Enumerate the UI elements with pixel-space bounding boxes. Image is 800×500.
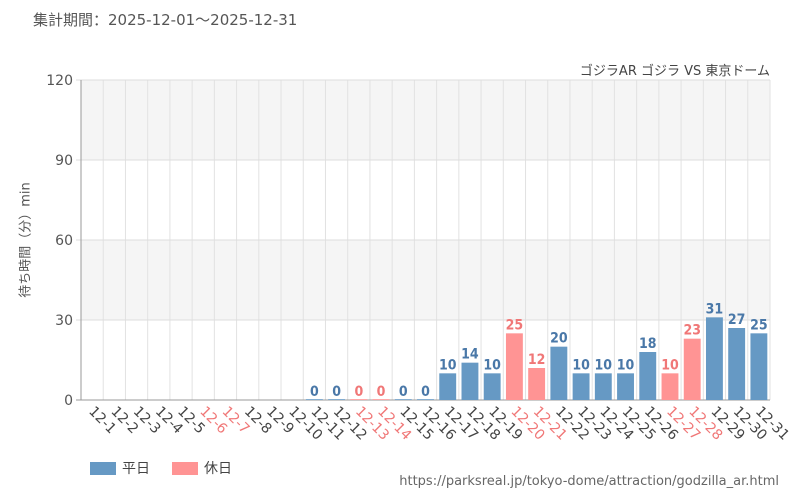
grid-band [81,80,770,160]
legend-swatch-weekday [90,461,116,475]
bar [617,373,634,400]
bar-value-label: 23 [683,323,701,339]
bar-value-label: 0 [310,384,319,400]
bar [305,399,323,400]
legend-swatch-holiday [172,461,198,475]
bar [483,373,501,400]
bar-value-label: 0 [377,384,386,400]
bar [750,333,768,400]
bar [550,346,568,400]
bar [394,399,412,400]
y-tick-label: 60 [55,233,73,249]
bar [594,373,612,400]
grid-band [81,240,770,320]
bar-value-label: 20 [550,331,568,347]
legend: 平日 休日 [90,458,232,478]
bar [639,352,657,400]
y-tick-label: 120 [46,73,73,89]
bar [528,368,546,400]
bar-value-label: 12 [528,352,546,368]
bar-value-label: 18 [639,336,657,352]
y-tick-label: 90 [55,153,73,169]
bar-value-label: 10 [572,357,590,373]
page-title: 集計期間：2025-12-01～2025-12-31 [33,11,298,29]
bar [572,373,590,400]
bar [461,362,479,400]
bar-value-label: 10 [595,357,613,373]
bar-value-label: 0 [354,384,363,400]
bar-value-label: 10 [439,357,457,373]
bar [728,328,746,400]
bar-value-label: 14 [461,347,479,363]
bar [417,399,434,400]
y-tick-label: 30 [55,313,73,329]
bar [661,373,679,400]
bar [683,338,701,400]
bar-value-label: 10 [661,357,679,373]
bar-value-label: 27 [728,312,746,328]
bar [350,399,368,400]
bar-value-label: 25 [506,317,524,333]
bar [328,399,346,400]
legend-item-weekday[interactable]: 平日 [90,458,150,478]
bar-value-label: 10 [617,357,635,373]
bar-value-label: 0 [399,384,408,400]
bar-value-label: 0 [332,384,341,400]
bar-value-label: 25 [750,317,768,333]
bar [505,333,523,400]
legend-label-holiday: 休日 [204,461,232,477]
bar [705,317,723,400]
legend-item-holiday[interactable]: 休日 [172,458,232,478]
bar [439,373,457,400]
bar-value-label: 0 [421,384,430,400]
bar-value-label: 10 [483,357,501,373]
attraction-title: ゴジラAR ゴジラ VS 東京ドーム [579,64,770,79]
legend-label-weekday: 平日 [122,461,150,477]
source-url: https://parksreal.jp/tokyo-dome/attracti… [399,474,779,489]
bar-value-label: 31 [706,301,724,317]
bar [372,399,390,400]
y-tick-label: 0 [64,393,73,409]
